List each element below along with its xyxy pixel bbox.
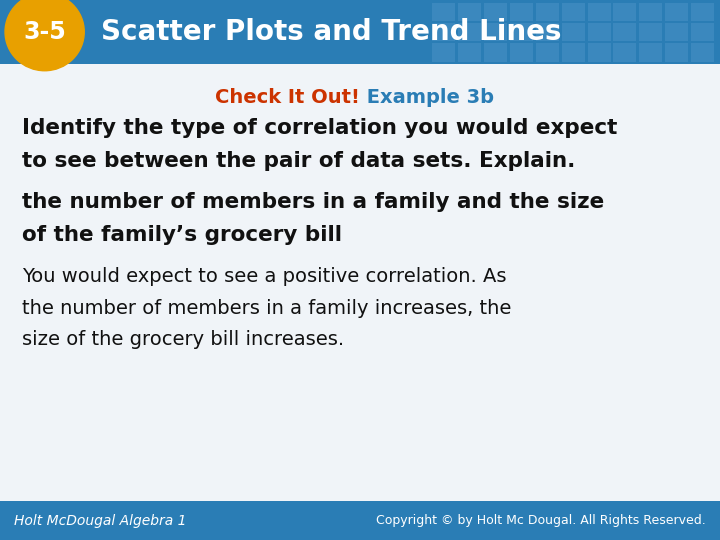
FancyBboxPatch shape bbox=[458, 23, 481, 41]
FancyBboxPatch shape bbox=[510, 43, 533, 62]
FancyBboxPatch shape bbox=[0, 501, 720, 540]
Text: to see between the pair of data sets. Explain.: to see between the pair of data sets. Ex… bbox=[22, 151, 575, 171]
FancyBboxPatch shape bbox=[588, 3, 611, 21]
FancyBboxPatch shape bbox=[432, 3, 455, 21]
FancyBboxPatch shape bbox=[536, 43, 559, 62]
FancyBboxPatch shape bbox=[484, 43, 507, 62]
Text: 3-5: 3-5 bbox=[23, 20, 66, 44]
FancyBboxPatch shape bbox=[613, 23, 636, 41]
Ellipse shape bbox=[5, 0, 84, 71]
Text: Copyright © by Holt Mc Dougal. All Rights Reserved.: Copyright © by Holt Mc Dougal. All Right… bbox=[376, 514, 706, 527]
FancyBboxPatch shape bbox=[432, 23, 455, 41]
FancyBboxPatch shape bbox=[691, 43, 714, 62]
Text: Scatter Plots and Trend Lines: Scatter Plots and Trend Lines bbox=[101, 18, 562, 46]
FancyBboxPatch shape bbox=[458, 3, 481, 21]
FancyBboxPatch shape bbox=[484, 23, 507, 41]
FancyBboxPatch shape bbox=[562, 3, 585, 21]
Text: Identify the type of correlation you would expect: Identify the type of correlation you wou… bbox=[22, 118, 617, 138]
Text: Holt McDougal Algebra 1: Holt McDougal Algebra 1 bbox=[14, 514, 187, 528]
Text: size of the grocery bill increases.: size of the grocery bill increases. bbox=[22, 330, 343, 349]
FancyBboxPatch shape bbox=[588, 23, 611, 41]
Text: Example 3b: Example 3b bbox=[360, 88, 494, 107]
FancyBboxPatch shape bbox=[0, 0, 720, 64]
FancyBboxPatch shape bbox=[510, 3, 533, 21]
FancyBboxPatch shape bbox=[613, 43, 636, 62]
FancyBboxPatch shape bbox=[484, 3, 507, 21]
FancyBboxPatch shape bbox=[665, 3, 688, 21]
FancyBboxPatch shape bbox=[510, 23, 533, 41]
FancyBboxPatch shape bbox=[639, 3, 662, 21]
FancyBboxPatch shape bbox=[536, 3, 559, 21]
Text: of the family’s grocery bill: of the family’s grocery bill bbox=[22, 225, 341, 245]
Text: the number of members in a family increases, the: the number of members in a family increa… bbox=[22, 299, 511, 318]
Text: You would expect to see a positive correlation. As: You would expect to see a positive corre… bbox=[22, 267, 506, 286]
FancyBboxPatch shape bbox=[691, 23, 714, 41]
Text: the number of members in a family and the size: the number of members in a family and th… bbox=[22, 192, 604, 212]
FancyBboxPatch shape bbox=[665, 23, 688, 41]
FancyBboxPatch shape bbox=[536, 23, 559, 41]
FancyBboxPatch shape bbox=[691, 3, 714, 21]
FancyBboxPatch shape bbox=[639, 43, 662, 62]
FancyBboxPatch shape bbox=[562, 23, 585, 41]
FancyBboxPatch shape bbox=[458, 43, 481, 62]
FancyBboxPatch shape bbox=[665, 43, 688, 62]
FancyBboxPatch shape bbox=[432, 43, 455, 62]
Text: Check It Out!: Check It Out! bbox=[215, 88, 360, 107]
FancyBboxPatch shape bbox=[639, 23, 662, 41]
FancyBboxPatch shape bbox=[613, 3, 636, 21]
FancyBboxPatch shape bbox=[562, 43, 585, 62]
FancyBboxPatch shape bbox=[588, 43, 611, 62]
